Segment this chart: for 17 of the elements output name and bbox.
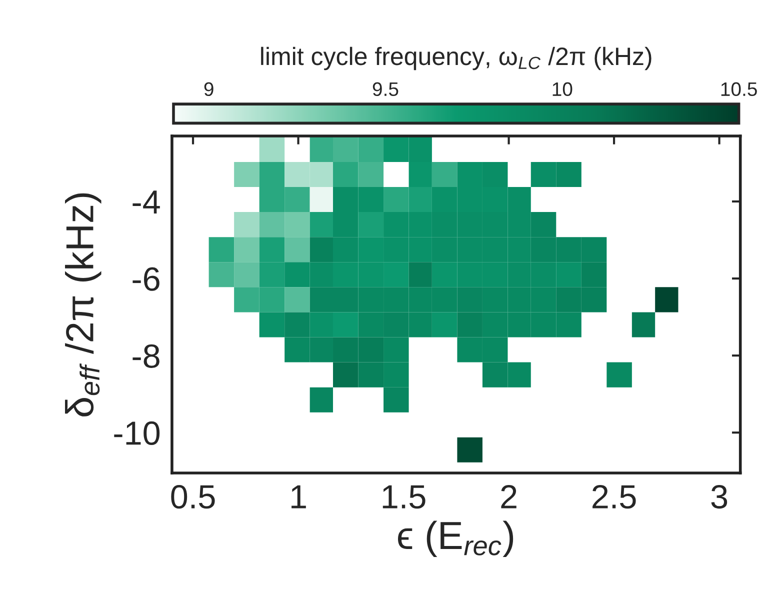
x-tick-label: 2: [501, 485, 516, 508]
y-tick-label: -10: [114, 421, 160, 445]
y-tick-label: -6: [132, 267, 160, 291]
color-bar-label: 10.5: [721, 82, 757, 96]
y-tick-label: -8: [132, 344, 160, 368]
x-tick-label: 0.5: [171, 485, 215, 509]
x-tick-label: 1.5: [382, 485, 426, 509]
color-bar-title: limit cycle frequency, ω$_{LC}$ /2π (kHz): [261, 46, 652, 70]
x-tick-label: 1: [292, 485, 306, 508]
x-axis-title: ϵ (E$_{rec}$): [398, 520, 514, 557]
color-bar-label: 9: [204, 82, 214, 96]
color-bar-label: 9.5: [372, 82, 398, 96]
y-axis-title: δ$_{eff}$ /2π (kHz): [65, 193, 102, 416]
color-bar-label: 10: [552, 82, 572, 96]
x-tick-label: 3: [711, 485, 728, 509]
x-tick-label: 2.5: [592, 485, 636, 509]
y-tick-label: -4: [132, 190, 160, 214]
